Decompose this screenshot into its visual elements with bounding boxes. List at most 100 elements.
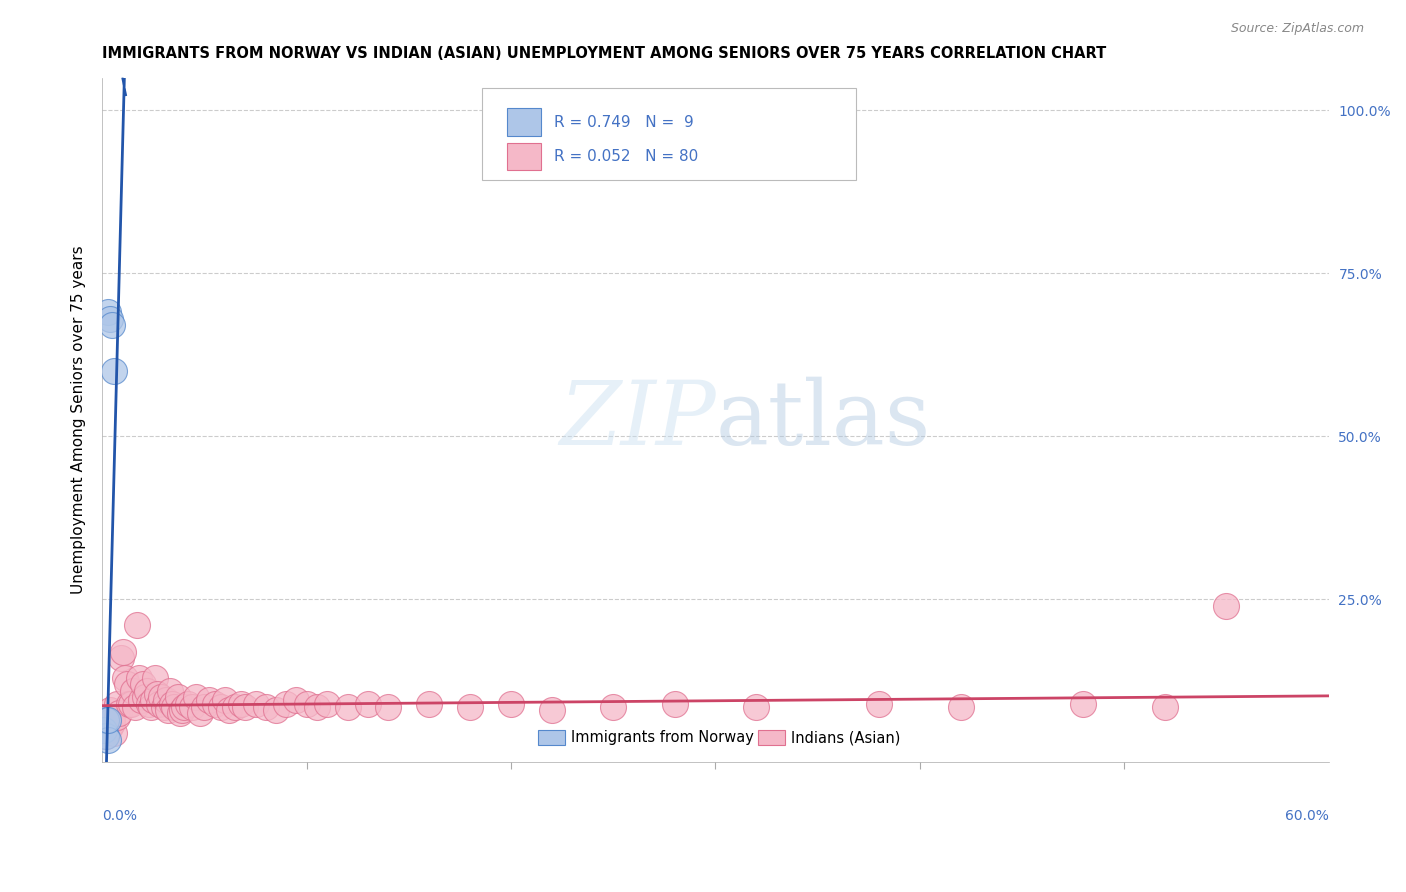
Point: [177, 697, 200, 711]
Point: [156, 703, 179, 717]
Point: [224, 700, 246, 714]
Point: [264, 703, 287, 717]
Point: [97, 732, 120, 747]
Point: [231, 697, 253, 711]
Point: [100, 719, 122, 733]
FancyBboxPatch shape: [537, 731, 565, 745]
Text: ZIP: ZIP: [558, 376, 716, 464]
Point: [114, 671, 136, 685]
Point: [458, 700, 481, 714]
Point: [93, 723, 115, 737]
Point: [105, 710, 128, 724]
Point: [101, 318, 124, 333]
Point: [96, 729, 118, 743]
FancyBboxPatch shape: [508, 109, 541, 136]
Point: [122, 683, 145, 698]
Point: [188, 706, 211, 721]
Text: R = 0.052   N = 80: R = 0.052 N = 80: [554, 149, 697, 164]
Point: [209, 700, 232, 714]
Point: [1154, 700, 1177, 714]
Point: [96, 713, 118, 727]
Point: [128, 671, 150, 685]
Point: [138, 697, 160, 711]
Point: [316, 697, 339, 711]
Point: [97, 710, 120, 724]
Point: [132, 677, 155, 691]
Point: [276, 697, 298, 711]
Point: [134, 690, 156, 705]
Point: [150, 690, 173, 705]
Point: [1073, 697, 1095, 711]
Point: [110, 651, 132, 665]
Point: [103, 364, 125, 378]
Point: [664, 697, 686, 711]
Text: atlas: atlas: [716, 376, 931, 464]
Point: [173, 700, 195, 714]
Y-axis label: Unemployment Among Seniors over 75 years: Unemployment Among Seniors over 75 years: [72, 245, 86, 594]
Text: Immigrants from Norway: Immigrants from Norway: [571, 731, 754, 745]
Point: [141, 700, 163, 714]
Point: [100, 703, 122, 717]
Point: [120, 697, 142, 711]
Point: [101, 713, 124, 727]
Point: [254, 700, 277, 714]
Point: [218, 703, 240, 717]
Point: [377, 700, 399, 714]
FancyBboxPatch shape: [508, 143, 541, 170]
Point: [169, 706, 191, 721]
Point: [357, 697, 380, 711]
Point: [163, 700, 186, 714]
Point: [166, 690, 188, 705]
Point: [295, 697, 318, 711]
Point: [745, 700, 768, 714]
Point: [868, 697, 890, 711]
Point: [105, 697, 128, 711]
Point: [152, 700, 174, 714]
Point: [170, 703, 193, 717]
Point: [101, 716, 124, 731]
Point: [245, 697, 267, 711]
Text: IMMIGRANTS FROM NORWAY VS INDIAN (ASIAN) UNEMPLOYMENT AMONG SENIORS OVER 75 YEAR: IMMIGRANTS FROM NORWAY VS INDIAN (ASIAN)…: [103, 46, 1107, 62]
Point: [96, 729, 118, 743]
Point: [193, 700, 215, 714]
Text: 60.0%: 60.0%: [1285, 809, 1329, 823]
Point: [233, 700, 256, 714]
Point: [115, 677, 138, 691]
Point: [949, 700, 972, 714]
Point: [143, 671, 166, 685]
Point: [214, 693, 236, 707]
Point: [129, 693, 152, 707]
Text: R = 0.749   N =  9: R = 0.749 N = 9: [554, 115, 693, 129]
Point: [1215, 599, 1237, 613]
Point: [107, 706, 129, 721]
Point: [541, 703, 564, 717]
Point: [197, 693, 219, 707]
Point: [97, 305, 120, 319]
Point: [186, 690, 208, 705]
Point: [305, 700, 328, 714]
Point: [100, 312, 122, 326]
Point: [148, 697, 170, 711]
FancyBboxPatch shape: [758, 731, 786, 745]
Point: [181, 700, 204, 714]
Point: [97, 713, 120, 727]
Point: [103, 726, 125, 740]
Point: [159, 683, 181, 698]
Point: [146, 687, 169, 701]
Point: [155, 693, 177, 707]
Point: [136, 683, 159, 698]
Point: [124, 700, 146, 714]
Text: 0.0%: 0.0%: [103, 809, 138, 823]
Point: [602, 700, 624, 714]
Text: Source: ZipAtlas.com: Source: ZipAtlas.com: [1230, 22, 1364, 36]
Point: [336, 700, 359, 714]
Point: [97, 723, 120, 737]
Point: [285, 693, 308, 707]
Point: [125, 618, 148, 632]
Point: [204, 697, 226, 711]
Point: [499, 697, 522, 711]
FancyBboxPatch shape: [482, 88, 856, 180]
Point: [96, 716, 118, 731]
Point: [160, 697, 183, 711]
Point: [142, 693, 165, 707]
